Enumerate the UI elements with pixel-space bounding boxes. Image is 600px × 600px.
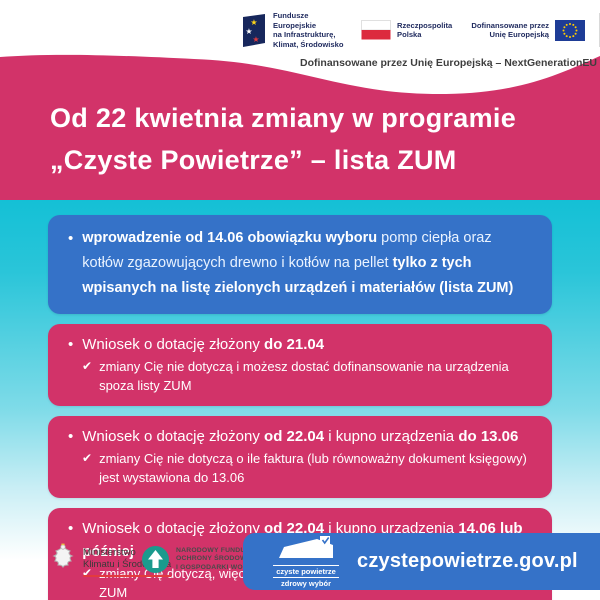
bullet-icon: • [68,336,74,353]
card-note: ✔ zmiany Cię nie dotyczą o ile faktura (… [68,449,532,487]
card-lead: Wniosek o dotację złożony [82,336,265,353]
website-link-bar[interactable]: czyste powietrze zdrowy wybór czystepowi… [243,533,600,590]
eu-funding-subtitle: Dofinansowane przez Unię Europejską – Ne… [300,57,597,69]
card-date: do 13.06 [458,428,519,445]
eu-funds-label: Fundusze Europejskie [273,11,317,30]
info-bold-1: wprowadzenie od 14.06 obowiązku wyboru [82,230,378,246]
eu-funds-logo: ★ ★ ★ Fundusze Europejskie na Infrastruk… [241,11,351,49]
check-icon: ✔ [82,451,93,465]
nfos-line: I GOSPODARKI WODNEJ [176,563,262,571]
eagle-icon [52,543,74,569]
card-date: do 21.04 [264,336,325,353]
card-note-text: zmiany Cię nie dotyczą i możesz dostać d… [99,359,509,393]
card-date: od 22.04 [264,520,325,537]
bullet-icon: • [68,230,74,247]
eu-cofunded-label: Dofinansowane przez [471,20,549,30]
poland-flag-icon [361,20,391,40]
cp-logo-line2: zdrowy wybór [280,578,331,588]
card-note-text: zmiany Cię nie dotyczą o ile faktura (lu… [99,451,527,485]
page-title: Od 22 kwietnia zmiany w programie „Czyst… [50,97,516,181]
eu-cofunded-logo: Dofinansowane przez Unię Europejską [467,19,585,41]
svg-text:★: ★ [250,18,257,27]
card-application-after-2204-purchase-before-1306: • Wniosek o dotację złożony od 22.04 i k… [48,416,552,498]
eu-funds-label: na Infrastrukturę, [273,30,336,39]
poland-label: Rzeczpospolita [397,20,453,30]
card-date: od 22.04 [264,428,325,445]
czyste-powietrze-logo: czyste powietrze zdrowy wybór [273,535,339,588]
page-title-line1: Od 22 kwietnia zmiany w programie [50,103,517,133]
info-box-zum-rule: • wprowadzenie od 14.06 obowiązku wyboru… [48,215,552,314]
nfos-logo: NARODOWY FUNDUSZ OCHRONY ŚRODOWISKA I GO… [141,545,264,574]
nfos-icon [142,546,169,573]
svg-text:★: ★ [252,35,259,44]
nfos-line: OCHRONY ŚRODOWISKA [176,555,264,563]
bullet-icon: • [68,428,74,445]
card-headline: • Wniosek o dotację złożony do 21.04 [68,333,532,356]
ministry-line: Klimatu i Środowiska [83,559,172,570]
bullet-icon: • [68,520,74,537]
card-mid: i kupno urządzenia [324,520,459,537]
header-logo-strip: ★ ★ ★ Fundusze Europejskie na Infrastruk… [241,11,600,49]
info-box-text: wprowadzenie od 14.06 obowiązku wyboru p… [82,226,532,301]
card-lead: Wniosek o dotację złożony [82,428,265,445]
card-headline: • Wniosek o dotację złożony od 22.04 i k… [68,517,532,563]
ministry-label: Ministerstwo Klimatu i Środowiska [83,547,172,577]
card-application-before-2104: • Wniosek o dotację złożony do 21.04 ✔ z… [48,324,552,406]
ministry-logo: Ministerstwo Klimatu i Środowiska [50,543,172,577]
eu-flag-icon [555,19,585,41]
card-note: ✔ zmiany Cię nie dotyczą i możesz dostać… [68,357,532,395]
nfos-line: NARODOWY FUNDUSZ [176,546,255,554]
eu-funds-flag-icon: ★ ★ ★ [243,13,265,47]
check-icon: ✔ [82,566,93,580]
website-url[interactable]: czystepowietrze.gov.pl [357,550,578,572]
poland-label: Polska [397,30,422,39]
info-bold-2: tylko z tych wpisanych na listę zielonyc… [82,255,514,296]
svg-text:★: ★ [245,27,252,36]
eu-cofunded-label: Unię Europejską [489,30,549,39]
card-headline: • Wniosek o dotację złożony od 22.04 i k… [68,425,532,448]
check-icon: ✔ [82,359,93,373]
card-date: 14.06 lub później [82,520,523,560]
wave-divider [0,0,600,95]
house-check-icon [279,535,333,558]
card-mid: i kupno urządzenia [324,428,459,445]
nfos-label: NARODOWY FUNDUSZ OCHRONY ŚRODOWISKA I GO… [176,547,264,573]
card-lead: Wniosek o dotację złożony [82,520,265,537]
ministry-line: Ministerstwo [83,547,136,558]
poland-logo: Rzeczpospolita Polska [361,20,459,40]
page-title-line2: „Czyste Powietrze” – lista ZUM [50,145,457,175]
cp-logo-line1: czyste powietrze [273,564,339,578]
eu-funds-label: Klimat, Środowisko [273,39,344,49]
info-regular: pomp ciepła oraz kotłów zgazowujących dr… [82,230,492,271]
